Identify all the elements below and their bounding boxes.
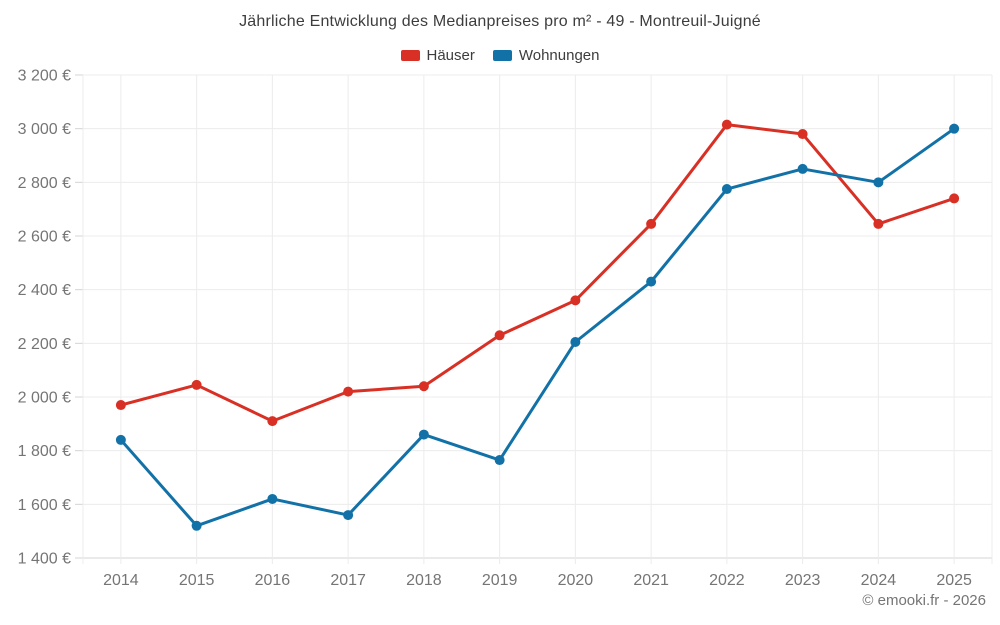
copyright-text: © emooki.fr - 2026 <box>862 592 986 609</box>
data-point-wohnungen-2017[interactable] <box>343 510 354 521</box>
x-tick-label: 2025 <box>936 572 972 589</box>
data-point-häuser-2019[interactable] <box>494 330 505 341</box>
data-point-häuser-2016[interactable] <box>267 416 278 427</box>
data-point-wohnungen-2016[interactable] <box>267 493 278 504</box>
data-point-häuser-2020[interactable] <box>570 295 581 306</box>
chart-legend: Häuser Wohnungen <box>0 47 1000 64</box>
y-tick-label: 1 800 € <box>18 443 71 460</box>
data-point-wohnungen-2019[interactable] <box>494 455 505 466</box>
data-point-wohnungen-2022[interactable] <box>721 184 732 195</box>
data-point-häuser-2024[interactable] <box>873 218 884 229</box>
x-tick-label: 2020 <box>558 572 594 589</box>
x-tick-label: 2015 <box>179 572 215 589</box>
data-point-häuser-2025[interactable] <box>949 193 960 204</box>
y-tick-label: 1 600 € <box>18 497 71 514</box>
data-point-wohnungen-2024[interactable] <box>873 177 884 188</box>
data-point-wohnungen-2023[interactable] <box>797 163 808 174</box>
wohnungen-legend-swatch-icon <box>492 50 512 61</box>
data-point-häuser-2022[interactable] <box>721 119 732 130</box>
data-point-häuser-2021[interactable] <box>646 218 657 229</box>
x-tick-label: 2018 <box>406 572 442 589</box>
data-point-häuser-2015[interactable] <box>191 379 202 390</box>
y-tick-label: 3 000 € <box>18 121 71 138</box>
x-tick-label: 2021 <box>633 572 669 589</box>
data-point-häuser-2017[interactable] <box>343 386 354 397</box>
series-line-häuser <box>119 123 956 423</box>
data-point-wohnungen-2025[interactable] <box>949 123 960 134</box>
data-point-häuser-2018[interactable] <box>418 381 429 392</box>
legend-label-wohnungen: Wohnungen <box>518 47 600 64</box>
x-tick-label: 2022 <box>709 572 745 589</box>
y-tick-label: 2 000 € <box>18 390 71 407</box>
x-tick-label: 2024 <box>861 572 897 589</box>
x-tick-label: 2017 <box>330 572 366 589</box>
data-point-wohnungen-2014[interactable] <box>115 434 126 445</box>
data-point-wohnungen-2018[interactable] <box>418 429 429 440</box>
y-tick-label: 2 200 € <box>18 336 71 353</box>
x-tick-label: 2019 <box>482 572 518 589</box>
x-tick-label: 2016 <box>255 572 291 589</box>
y-tick-label: 2 800 € <box>18 175 71 192</box>
data-point-häuser-2014[interactable] <box>115 400 126 411</box>
legend-item-wohnungen[interactable]: Wohnungen <box>492 47 600 64</box>
hauser-legend-swatch-icon <box>400 50 420 61</box>
y-tick-label: 3 200 € <box>18 68 71 85</box>
chart-title: Jährliche Entwicklung des Medianpreises … <box>239 13 761 30</box>
legend-item-hauser[interactable]: Häuser <box>400 47 475 64</box>
data-point-wohnungen-2021[interactable] <box>646 276 657 287</box>
y-tick-label: 2 600 € <box>18 229 71 246</box>
series-line-wohnungen <box>119 127 956 528</box>
data-point-wohnungen-2020[interactable] <box>570 336 581 347</box>
x-tick-label: 2014 <box>103 572 139 589</box>
y-tick-label: 1 400 € <box>18 551 71 568</box>
data-point-wohnungen-2015[interactable] <box>191 520 202 531</box>
legend-label-hauser: Häuser <box>426 47 475 64</box>
data-point-häuser-2023[interactable] <box>797 129 808 140</box>
x-tick-label: 2023 <box>785 572 821 589</box>
y-tick-label: 2 400 € <box>18 282 71 299</box>
